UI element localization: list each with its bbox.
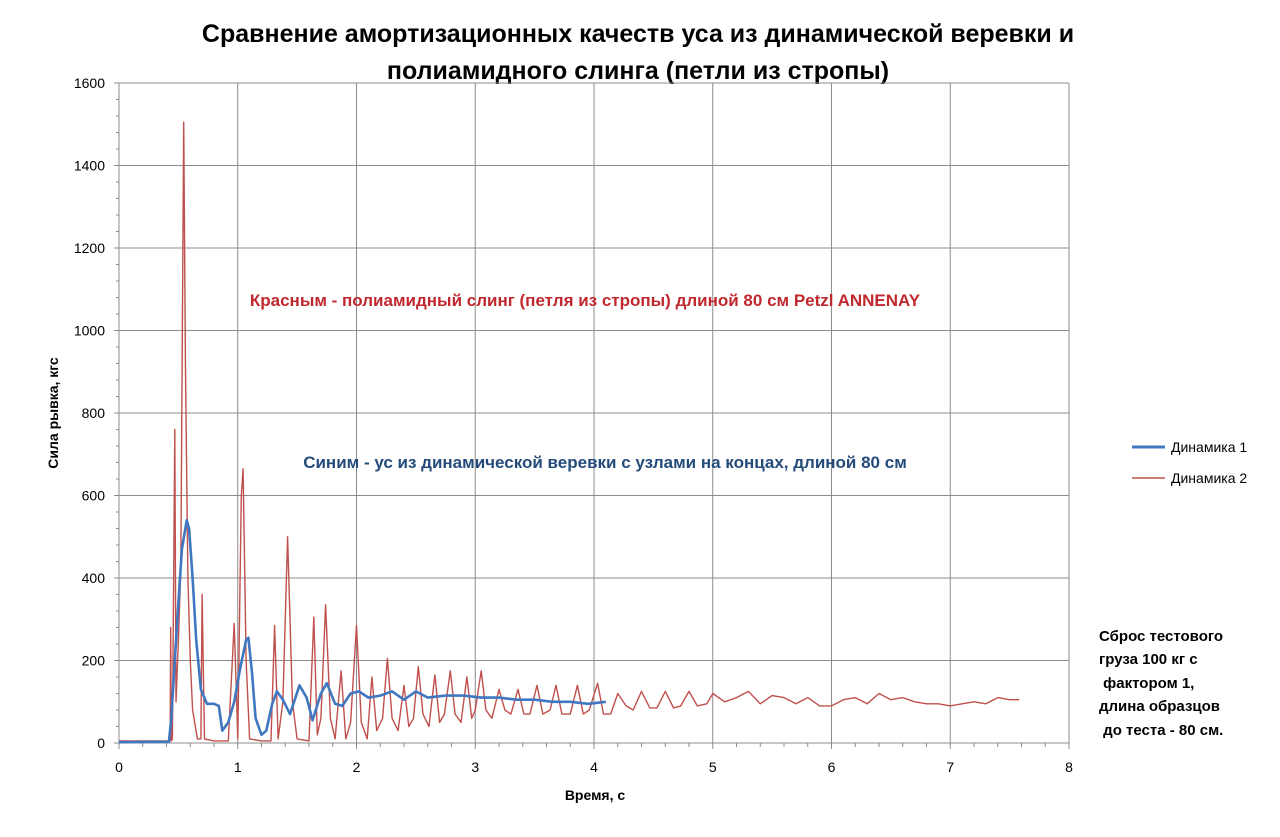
test-note: Сброс тестового груза 100 кг с фактором … [1099,628,1223,739]
x-tick-label: 8 [1065,759,1073,775]
series-line-2 [119,122,1019,741]
series-lines [119,122,1019,742]
note-line-5: до теста - 80 см. [1099,722,1223,739]
annotation-blue: Синим - ус из динамической веревки с узл… [303,453,907,472]
note-line-4: длина образцов [1099,698,1220,715]
chart: Сравнение амортизационных качеств уса из… [0,0,1280,837]
y-tick-label: 1000 [74,323,105,339]
chart-title-line-2: полиамидного слинга (петли из стропы) [387,57,889,85]
chart-title-line-1: Сравнение амортизационных качеств уса из… [202,20,1074,48]
x-tick-label: 6 [828,759,836,775]
note-line-1: Сброс тестового [1099,628,1223,645]
x-tick-label: 1 [234,759,242,775]
x-tick-label: 7 [946,759,954,775]
y-tick-label: 1400 [74,158,105,174]
legend: Динамика 1 Динамика 2 [1132,439,1247,486]
x-tick-label: 4 [590,759,598,775]
y-axis-label: Сила рывка, кгс [45,357,61,469]
legend-label-series-1: Динамика 1 [1171,439,1247,455]
note-line-3: фактором 1, [1099,675,1194,692]
x-tick-label: 2 [353,759,361,775]
y-tick-label: 600 [82,488,106,504]
legend-label-series-2: Динамика 2 [1171,470,1247,486]
x-tick-label: 0 [115,759,123,775]
x-axis-label: Время, с [565,787,626,803]
y-tick-label: 0 [97,735,105,751]
x-tick-labels: 0 1 2 3 4 5 6 7 8 [115,759,1073,775]
annotation-red: Красным - полиамидный слинг (петля из ст… [250,291,921,310]
x-tick-label: 5 [709,759,717,775]
y-tick-labels: 0 200 400 600 800 1000 1200 1400 1600 [74,75,105,751]
axes [114,83,1069,749]
x-tick-label: 3 [471,759,479,775]
y-tick-label: 1600 [74,75,105,91]
y-tick-label: 800 [82,405,106,421]
y-tick-label: 1200 [74,240,105,256]
grid [119,83,1069,743]
y-tick-label: 200 [82,653,106,669]
note-line-2: груза 100 кг с [1099,651,1198,668]
y-tick-label: 400 [82,570,106,586]
